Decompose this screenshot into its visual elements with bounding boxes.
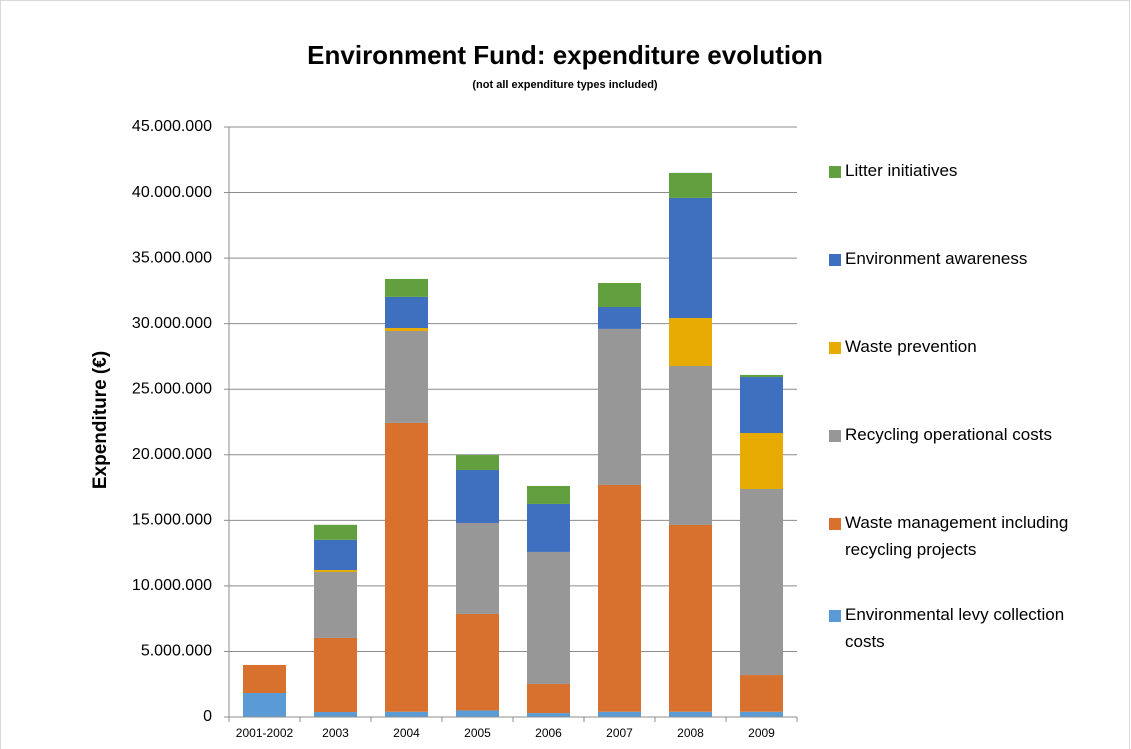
legend-label: Waste management including recycling proj… (845, 513, 1068, 559)
y-tick-label: 30.000.000 (132, 315, 212, 332)
bar-segment (598, 283, 641, 308)
bar-segment (740, 711, 783, 717)
y-axis-title: Expenditure (€) (90, 351, 111, 489)
bar-segment (385, 278, 428, 297)
x-tick-label: 2005 (464, 726, 491, 740)
bar-segment (669, 172, 712, 198)
bar-segment (740, 433, 783, 489)
bar-segment (669, 711, 712, 717)
y-tick-label: 45.000.000 (132, 118, 212, 135)
bar-segment (385, 422, 428, 712)
legend-label: Litter initiatives (845, 161, 957, 180)
bar-segment (314, 637, 357, 713)
bar-segment (385, 331, 428, 423)
y-tick-label: 5.000.000 (141, 643, 212, 660)
bar-segment (598, 711, 641, 717)
bar-segment (314, 539, 357, 571)
bar-segment (385, 296, 428, 328)
x-tick-label: 2009 (748, 726, 775, 740)
y-tick-label: 15.000.000 (132, 512, 212, 529)
chart-title: Environment Fund: expenditure evolution (307, 40, 823, 70)
y-tick-label: 0 (203, 708, 212, 725)
bar-segment (740, 377, 783, 434)
bar-segment (669, 318, 712, 367)
bar-segment (527, 551, 570, 684)
x-tick-label: 2006 (535, 726, 562, 740)
x-tick-label: 2007 (606, 726, 633, 740)
legend-label: Waste prevention (845, 337, 977, 356)
bar-segment (669, 366, 712, 525)
x-tick-label: 2003 (322, 726, 349, 740)
bar-segment (527, 485, 570, 504)
legend-label: Environment awareness (845, 249, 1027, 268)
legend-swatch (829, 430, 841, 442)
bar-segment (314, 524, 357, 540)
legend-label: Environmental levy collection costs (845, 605, 1064, 651)
bar-segment (527, 683, 570, 714)
bar-segment (385, 711, 428, 717)
bar-segment (456, 455, 499, 470)
legend-swatch (829, 166, 841, 178)
bar-segment (314, 712, 357, 717)
bar-segment (740, 488, 783, 676)
chart-subtitle: (not all expenditure types included) (472, 79, 658, 91)
y-tick-label: 40.000.000 (132, 184, 212, 201)
y-tick-label: 20.000.000 (132, 446, 212, 463)
bar-segment (243, 693, 286, 717)
bar-segment (740, 374, 783, 378)
bar-segment (456, 613, 499, 711)
bar-segment (456, 710, 499, 717)
x-tick-label: 2001-2002 (236, 726, 294, 740)
y-tick-label: 25.000.000 (132, 380, 212, 397)
y-tick-label: 10.000.000 (132, 577, 212, 594)
y-tick-label: 35.000.000 (132, 249, 212, 266)
bar-segment (598, 328, 641, 485)
bar-segment (598, 484, 641, 712)
legend-swatch (829, 610, 841, 622)
x-tick-label: 2004 (393, 726, 420, 740)
bar-segment (669, 197, 712, 319)
bar-segment (598, 307, 641, 329)
bar-segment (456, 469, 499, 523)
bar-segment (669, 524, 712, 712)
bar-segment (385, 327, 428, 332)
bar-segment (527, 503, 570, 552)
bar-segment (740, 675, 783, 712)
legend-swatch (829, 342, 841, 354)
bar-segment (456, 522, 499, 614)
bar-segment (243, 664, 286, 694)
bar-segment (314, 571, 357, 638)
x-tick-label: 2008 (677, 726, 704, 740)
bar-segment (314, 570, 357, 572)
legend-swatch (829, 518, 841, 530)
legend-label: Recycling operational costs (845, 425, 1052, 444)
legend-swatch (829, 254, 841, 266)
bar-segment (527, 713, 570, 717)
